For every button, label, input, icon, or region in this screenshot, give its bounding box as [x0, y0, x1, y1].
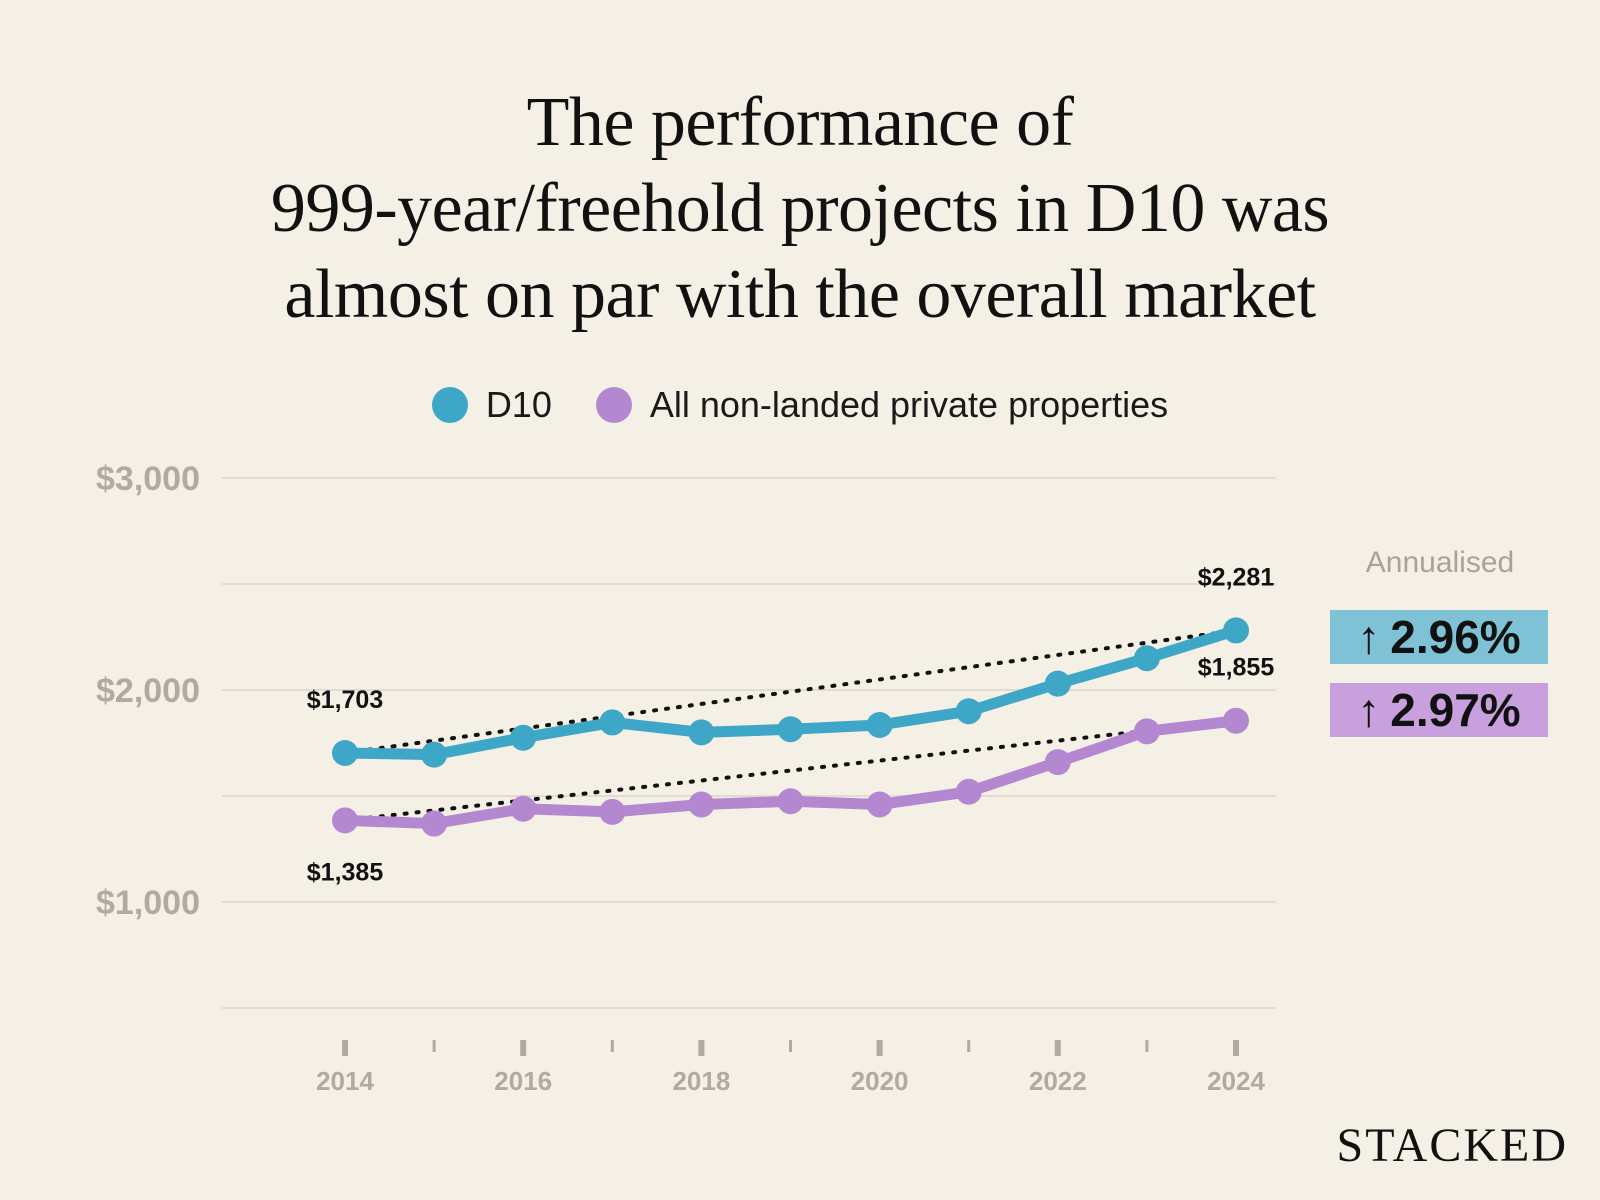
- all-point: [866, 791, 893, 818]
- d10-data-label: $2,281: [1198, 563, 1275, 591]
- legend-d10-label: D10: [485, 384, 552, 425]
- all-point: [777, 788, 804, 815]
- x-tick-label: 2024: [1207, 1066, 1265, 1096]
- all-trendline: [343, 718, 1238, 823]
- annualised-d10-value: 2.96%: [1390, 611, 1521, 663]
- all-point: [955, 778, 982, 805]
- legend-all-dot-icon: [595, 387, 632, 423]
- x-tick-label: 2018: [672, 1066, 730, 1096]
- d10-data-label: $1,703: [307, 686, 383, 714]
- d10-point: [955, 698, 982, 725]
- legend-item-all: All non-landed private properties: [595, 384, 1169, 426]
- d10-point: [688, 719, 715, 746]
- all-point: [599, 798, 626, 825]
- legend: D10 All non-landed private properties: [0, 384, 1600, 426]
- d10-point: [421, 741, 448, 768]
- d10-point: [1223, 617, 1249, 644]
- legend-all-label: All non-landed private properties: [649, 384, 1169, 425]
- d10-point: [599, 709, 626, 736]
- d10-point: [866, 711, 893, 738]
- d10-point: [777, 716, 804, 743]
- brand-logo: STACKED: [1336, 1119, 1568, 1172]
- all-point: [421, 810, 448, 837]
- title-line-1: The performance of: [526, 84, 1074, 161]
- chart-title: The performance of 999-year/freehold pro…: [0, 80, 1600, 338]
- annualised-label: Annualised: [1365, 546, 1515, 579]
- y-tick-label: $1,000: [96, 884, 200, 922]
- x-tick-label: 2022: [1029, 1066, 1087, 1096]
- y-tick-label: $3,000: [96, 460, 200, 498]
- title-line-3: almost on par with the overall market: [284, 256, 1316, 333]
- annualised-all-badge: ↑ 2.97%: [1330, 683, 1548, 737]
- legend-item-d10: D10: [431, 384, 552, 426]
- annualised-d10-badge: ↑ 2.96%: [1330, 610, 1548, 664]
- y-tick-label: $2,000: [96, 672, 200, 710]
- all-point: [1133, 718, 1160, 745]
- d10-point: [332, 739, 358, 766]
- up-arrow-icon: ↑: [1357, 684, 1381, 736]
- up-arrow-icon: ↑: [1357, 611, 1381, 663]
- d10-point: [510, 724, 537, 751]
- all-point: [688, 791, 715, 818]
- all-point: [510, 795, 537, 822]
- legend-d10-dot-icon: [431, 387, 468, 423]
- all-point: [1044, 749, 1071, 776]
- d10-point: [1133, 645, 1160, 672]
- all-point: [332, 807, 358, 834]
- x-tick-label: 2016: [494, 1066, 552, 1096]
- all-data-label: $1,385: [307, 858, 384, 886]
- x-tick-label: 2020: [851, 1066, 909, 1096]
- title-line-2: 999-year/freehold projects in D10 was: [270, 170, 1330, 247]
- d10-point: [1044, 670, 1071, 697]
- all-data-label: $1,855: [1198, 654, 1275, 682]
- all-point: [1223, 707, 1249, 734]
- annualised-all-value: 2.97%: [1390, 684, 1521, 736]
- x-tick-label: 2014: [316, 1066, 374, 1096]
